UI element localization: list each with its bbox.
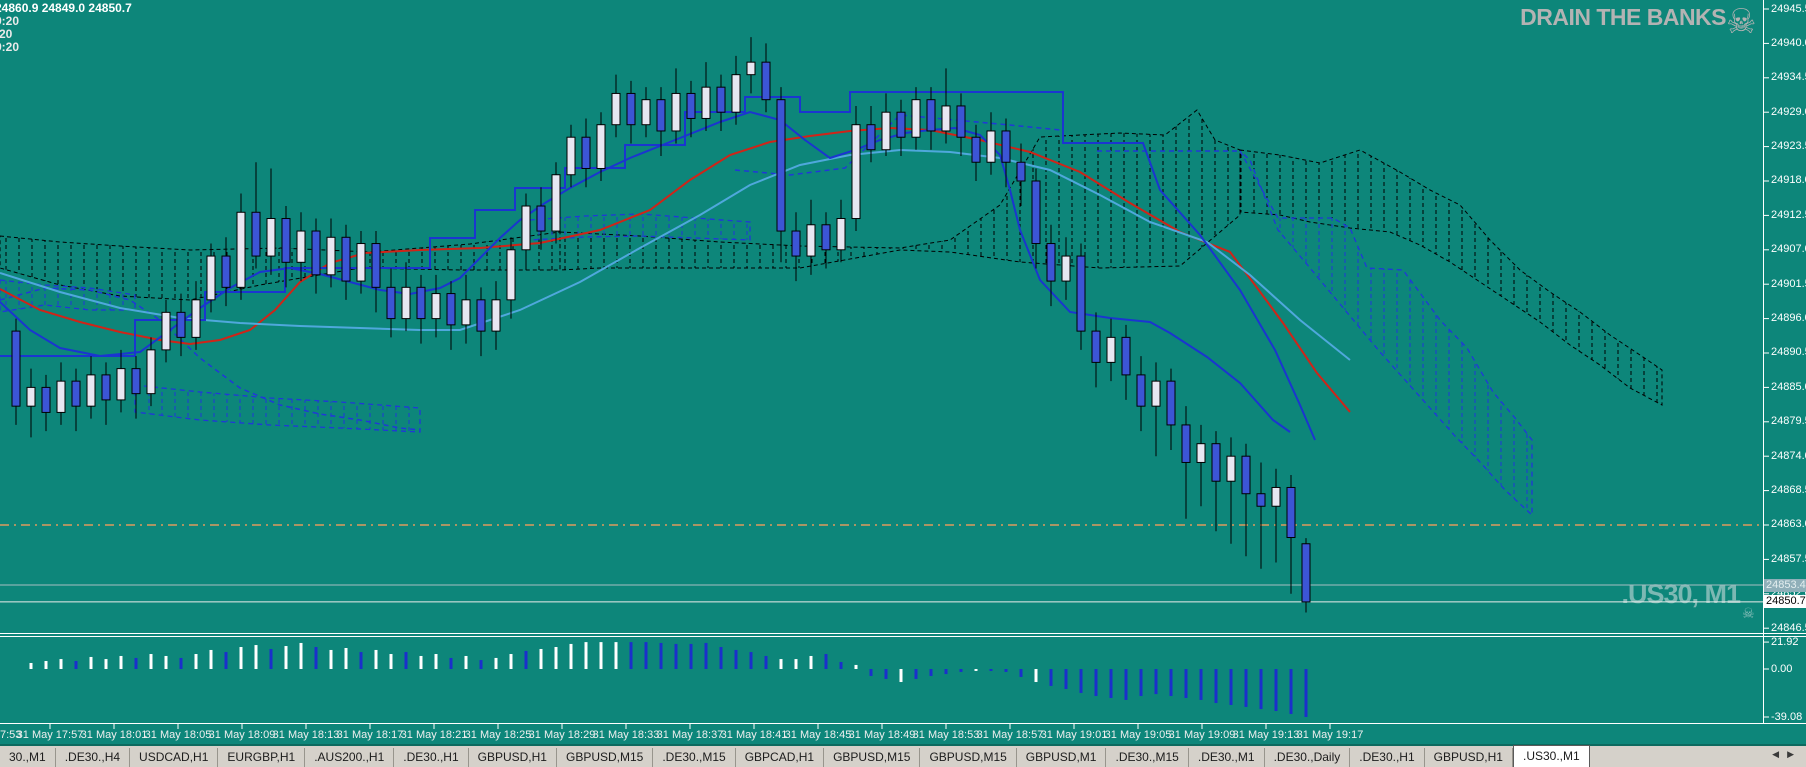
time-axis-label: 7:53: [0, 729, 22, 741]
chart-tab[interactable]: .DE30.,H1: [1350, 748, 1425, 767]
chart-tab[interactable]: GBPCAD,H1: [736, 748, 825, 767]
price-axis-label: 24868.5: [1771, 484, 1806, 497]
tab-scroll-right-icon[interactable]: ▶: [1787, 750, 1802, 760]
time-axis-label: 31 May 18:41: [720, 729, 788, 741]
indicator-axis-label: 0.00: [1771, 662, 1793, 675]
time-axis-label: 31 May 17:57: [16, 729, 84, 741]
price-axis-label: 24874.0: [1771, 449, 1806, 462]
indicator-axis-label: -39.08: [1771, 710, 1803, 723]
price-axis-label: 24885.0: [1771, 380, 1806, 393]
last-price-label: 24850.7: [1764, 595, 1806, 608]
time-axis-label: 31 May 18:53: [912, 729, 980, 741]
chart-tab[interactable]: GBPUSD,H1: [1425, 748, 1513, 767]
time-axis-label: 31 May 18:57: [976, 729, 1044, 741]
chart-tab[interactable]: USDCAD,H1: [130, 748, 219, 767]
time-axis-label: 31 May 19:01: [1040, 729, 1108, 741]
price-axis-label: 24863.0: [1771, 518, 1806, 531]
ohlc-readout: 24860.9 24849.0 24850.7: [0, 1, 132, 15]
chart-tab-active[interactable]: .US30.,M1: [1512, 745, 1590, 767]
chart-tab[interactable]: 30.,M1: [0, 748, 56, 767]
time-axis-label: 31 May 18:05: [144, 729, 212, 741]
skull-crossbones-icon-small: ☠: [1742, 606, 1755, 622]
chart-tab[interactable]: EURGBP,H1: [218, 748, 306, 767]
candle-timer: 9:20: [0, 14, 20, 28]
candle-timer: 9:20: [0, 40, 20, 54]
chart-tab[interactable]: .DE30.,M15: [1106, 748, 1189, 767]
time-axis-label: 31 May 18:29: [528, 729, 596, 741]
time-axis-label: 31 May 18:37: [656, 729, 724, 741]
skull-crossbones-icon: ☠: [1726, 2, 1757, 42]
price-axis-label: 24923.5: [1771, 140, 1806, 153]
price-axis-label: 24929.0: [1771, 105, 1806, 118]
price-axis-label: 24918.0: [1771, 174, 1806, 187]
time-axis-label: 31 May 18:13: [272, 729, 340, 741]
indicator-axis-label: 21.92: [1771, 635, 1799, 648]
time-axis-label: 31 May 18:21: [400, 729, 468, 741]
time-axis-label: 31 May 18:49: [848, 729, 916, 741]
chart-tab[interactable]: GBPUSD,M15: [557, 748, 654, 767]
bid-price-label: 24853.4: [1764, 579, 1806, 592]
chart-tabs-bar: 30.,M1 .DE30.,H4 USDCAD,H1 EURGBP,H1 .AUS200…: [0, 744, 1806, 767]
time-axis-label: 31 May 19:13: [1232, 729, 1300, 741]
price-axis-label: 24846.5: [1771, 621, 1806, 634]
chart-tab[interactable]: .DE30.,M1: [1189, 748, 1265, 767]
chart-tab[interactable]: GBPUSD,M1: [1017, 748, 1107, 767]
time-axis-label: 31 May 19:17: [1296, 729, 1364, 741]
time-axis-label: 31 May 18:45: [784, 729, 852, 741]
price-axis-label: 24890.5: [1771, 346, 1806, 359]
price-axis-label: 24907.0: [1771, 243, 1806, 256]
chart-tab[interactable]: GBPUSD,M15: [920, 748, 1017, 767]
price-axis-label: 24879.5: [1771, 415, 1806, 428]
time-axis-label: 31 May 18:33: [592, 729, 660, 741]
tab-scroll-arrows: ◀▶: [1772, 750, 1802, 760]
price-axis-label: 24945.5: [1771, 2, 1806, 15]
time-axis-label: 31 May 18:01: [80, 729, 148, 741]
chart-tab[interactable]: .DE30.,H1: [394, 748, 469, 767]
chart-tab[interactable]: .AUS200.,H1: [305, 748, 395, 767]
time-axis-label: 31 May 19:05: [1104, 729, 1172, 741]
chart-tab[interactable]: .DE30.,Daily: [1265, 748, 1351, 767]
time-axis-label: 31 May 18:25: [464, 729, 532, 741]
candle-timer: :20: [0, 27, 13, 41]
time-axis-label: 31 May 19:09: [1168, 729, 1236, 741]
price-axis-label: 24901.5: [1771, 277, 1806, 290]
time-axis-label: 31 May 18:09: [208, 729, 276, 741]
price-axis-label: 24857.5: [1771, 552, 1806, 565]
price-axis-label: 24912.5: [1771, 208, 1806, 221]
chart-tab[interactable]: .DE30.,M15: [653, 748, 736, 767]
chart-tab[interactable]: GBPUSD,H1: [469, 748, 557, 767]
price-chart-canvas[interactable]: [0, 0, 1806, 744]
time-axis-label: 31 May 18:17: [336, 729, 404, 741]
price-axis-label: 24934.5: [1771, 71, 1806, 84]
price-axis-label: 24940.0: [1771, 36, 1806, 49]
chart-tab[interactable]: GBPUSD,M15: [824, 748, 921, 767]
chart-tab[interactable]: .DE30.,H4: [56, 748, 131, 767]
symbol-watermark: .US30, M1: [1621, 579, 1741, 609]
price-axis-label: 24896.0: [1771, 312, 1806, 325]
tab-scroll-left-icon[interactable]: ◀: [1772, 750, 1788, 760]
brand-watermark: DRAIN THE BANKS: [1520, 4, 1726, 30]
